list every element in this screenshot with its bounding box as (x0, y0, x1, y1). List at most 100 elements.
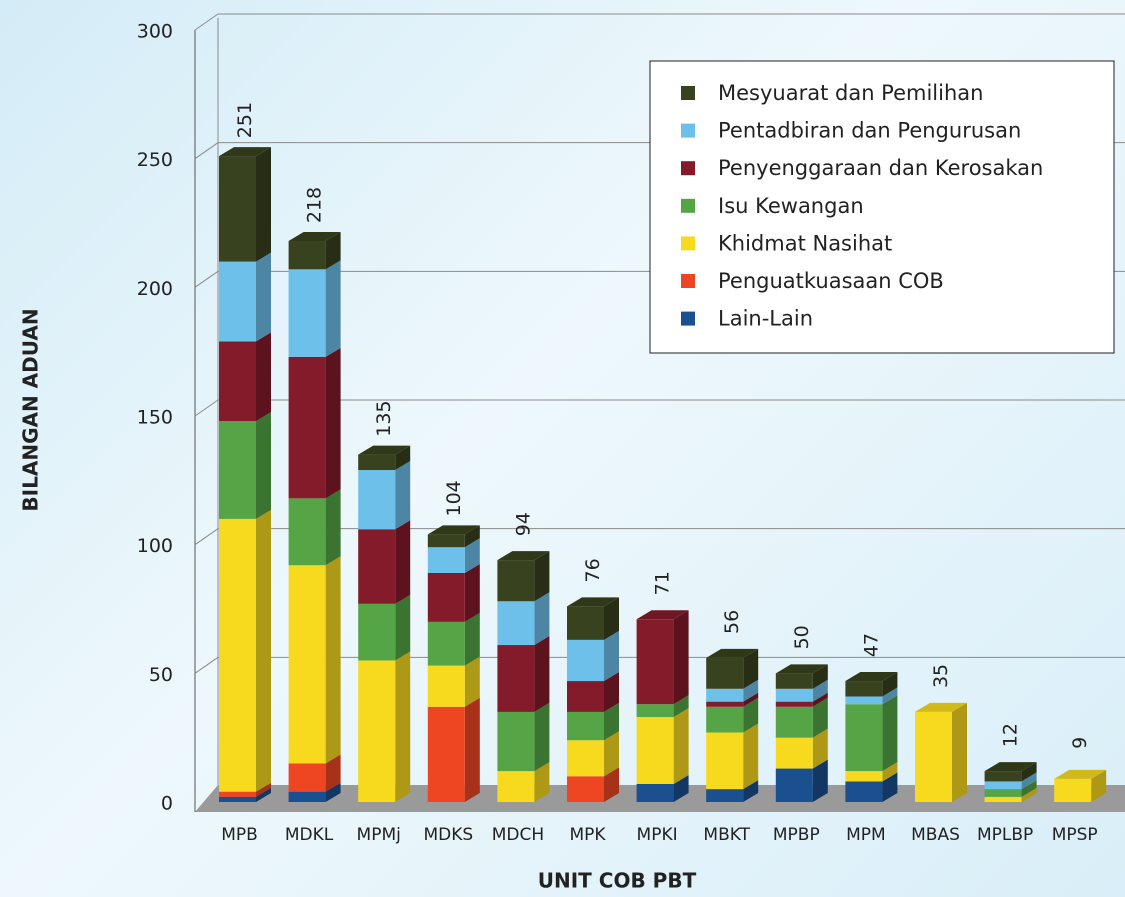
bar-top (1054, 769, 1107, 779)
bar-segment (706, 789, 744, 802)
bar-segment (775, 701, 813, 707)
bar-side (882, 695, 898, 772)
bar-segment (915, 711, 952, 802)
bar-side (325, 489, 341, 566)
bar-side (256, 252, 271, 342)
bar-top (636, 610, 689, 620)
bar-segment (706, 732, 744, 790)
grid-line (194, 270, 219, 288)
bar-side (673, 708, 689, 784)
legend-box (649, 60, 1115, 354)
bar-side (604, 702, 619, 741)
x-tick-label: MDKL (285, 825, 334, 845)
y-tick-label: 300 (137, 21, 173, 43)
bar-side (812, 697, 828, 738)
bar-side (1091, 769, 1107, 802)
bar-side (743, 648, 759, 689)
bar-side (464, 656, 480, 707)
legend-swatch (681, 198, 695, 213)
total-label: 71 (652, 571, 674, 595)
bar-top (915, 702, 967, 712)
bar-side (325, 556, 341, 764)
bar-side (256, 787, 271, 802)
bar-segment (219, 261, 256, 342)
x-tick-label: MDKS (423, 825, 473, 845)
y-tick-label: 100 (137, 535, 173, 557)
x-tick-label: MPM (846, 825, 886, 845)
x-tick-label: MBKT (703, 825, 750, 845)
bar-segment (219, 156, 256, 262)
bar-side (1021, 772, 1037, 790)
bar-top (775, 664, 828, 674)
grid-line (194, 142, 219, 160)
bar-segment (497, 601, 535, 646)
bar-side (395, 594, 411, 661)
bar-side (743, 697, 759, 733)
bar-side (395, 461, 411, 530)
legend-label: Penguatkuasaan COB (718, 269, 944, 293)
bar-side (395, 445, 411, 471)
bar-segment (219, 341, 256, 422)
bar-segment (427, 665, 465, 707)
total-label: 50 (791, 625, 813, 649)
bar-segment (706, 657, 744, 689)
x-tick-label: MPMj (357, 825, 401, 845)
bar-segment (427, 706, 465, 802)
bar-side (743, 780, 759, 802)
y-tick-label: 250 (137, 149, 173, 171)
bar-top (845, 672, 898, 682)
total-label: 76 (582, 558, 604, 582)
bar-side (673, 774, 689, 802)
bar-segment (497, 771, 535, 802)
bar-side (256, 509, 271, 792)
bar-side (256, 147, 271, 262)
bar-side (882, 672, 898, 697)
bar-side (395, 651, 411, 802)
grid-line (194, 13, 219, 31)
total-label: 9 (1069, 737, 1091, 749)
bar-side (812, 692, 828, 707)
total-label: 251 (234, 102, 256, 138)
bar-segment (358, 529, 396, 604)
bar-side (464, 538, 480, 573)
bar-side (534, 762, 550, 802)
bar-top (984, 762, 1037, 772)
legend-swatch (681, 86, 695, 100)
bar-side (673, 695, 689, 718)
bar-side (604, 767, 619, 802)
bar-segment (984, 796, 1022, 802)
bar-segment (984, 781, 1022, 790)
x-tick-label: MDCH (492, 825, 544, 845)
bar-top (358, 445, 411, 455)
legend-label: Khidmat Nasihat (718, 231, 892, 255)
legend-label: Penyenggaraan dan Kerosakan (718, 156, 1043, 180)
bar-segment (427, 547, 465, 573)
bar-side (325, 754, 341, 792)
bar-segment (288, 565, 326, 764)
bar-side (812, 759, 828, 802)
bar-segment (288, 763, 326, 792)
bar-side (464, 525, 480, 548)
bar-side (882, 687, 898, 705)
total-label: 94 (512, 512, 534, 536)
legend-swatch (681, 236, 695, 251)
bar-segment (636, 717, 674, 784)
bar-side (604, 630, 619, 682)
bar-side (812, 679, 828, 702)
bar-segment (567, 776, 604, 802)
bar-side (534, 551, 550, 602)
bar-segment (775, 673, 813, 689)
total-label: 47 (860, 633, 882, 657)
legend-label: Pentadbiran dan Pengurusan (718, 119, 1021, 143)
bar-segment (358, 470, 396, 530)
bar-segment (358, 454, 396, 471)
bar-segment (636, 704, 674, 718)
bar-side (812, 728, 828, 769)
bar-side (1021, 762, 1037, 782)
x-tick-label: MPSP (1052, 825, 1098, 845)
bar-segment (567, 681, 604, 712)
legend-swatch (681, 161, 695, 176)
bar-segment (288, 241, 326, 270)
bar-top (497, 551, 550, 561)
